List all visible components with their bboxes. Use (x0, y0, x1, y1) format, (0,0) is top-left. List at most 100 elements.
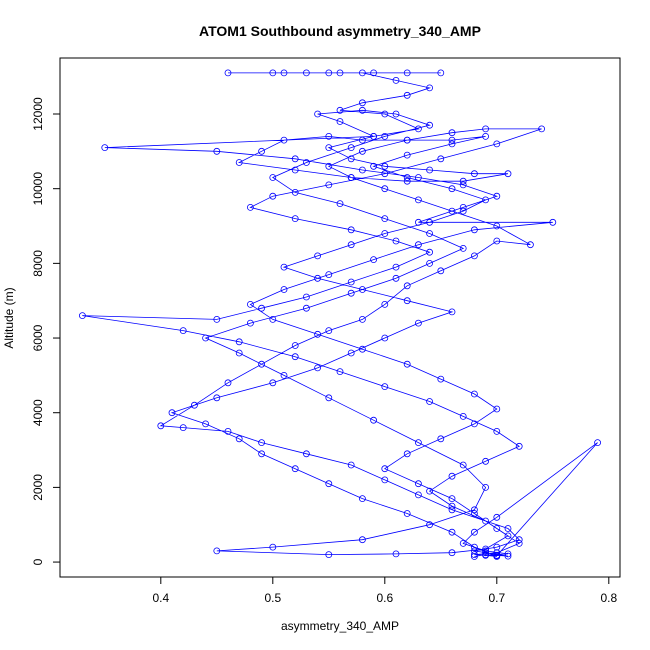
data-point (302, 69, 310, 77)
data-point (381, 383, 389, 391)
data-point (358, 147, 366, 155)
data-point (314, 110, 322, 118)
data-point (381, 300, 389, 308)
data-point (504, 532, 512, 540)
data-point (414, 241, 422, 249)
data-point (426, 166, 434, 174)
data-point (381, 170, 389, 178)
data-point (302, 159, 310, 166)
chart-title: ATOM1 Southbound asymmetry_340_AMP (199, 23, 481, 39)
y-tick-label: 2000 (31, 474, 45, 501)
data-point (426, 487, 434, 495)
data-point (414, 174, 422, 181)
data-point (358, 136, 366, 144)
data-point (381, 215, 389, 223)
data-point (336, 69, 344, 77)
y-tick-label: 12000 (31, 97, 45, 131)
data-point (426, 230, 434, 237)
data-point (414, 480, 422, 488)
data-point (493, 525, 501, 532)
data-point (314, 364, 322, 372)
data-point (437, 155, 445, 163)
data-point (392, 237, 400, 245)
y-tick-label: 10000 (31, 172, 45, 206)
x-tick-label: 0.7 (488, 591, 505, 605)
x-tick-label: 0.6 (376, 591, 393, 605)
data-point (448, 308, 456, 316)
data-point (325, 551, 333, 558)
y-tick-label: 4000 (31, 399, 45, 426)
data-point (280, 286, 288, 293)
data-point (358, 286, 366, 293)
data-point (269, 192, 277, 200)
data-point (381, 132, 389, 140)
data-point (381, 334, 389, 342)
data-point (392, 110, 400, 118)
data-point (224, 69, 232, 77)
data-point (280, 371, 288, 379)
data-point (470, 390, 478, 398)
data-point (515, 540, 523, 547)
y-tick-label: 6000 (31, 324, 45, 351)
data-point (358, 106, 366, 114)
data-point (392, 77, 400, 84)
data-point (504, 552, 512, 560)
data-point (414, 491, 422, 499)
data-point (213, 147, 221, 155)
data-point (504, 525, 512, 532)
data-point (336, 368, 344, 376)
data-point (179, 327, 187, 335)
data-point (527, 241, 534, 249)
data-point (414, 439, 422, 447)
data-point (370, 69, 378, 77)
data-point (493, 549, 501, 557)
data-point (470, 170, 478, 178)
data-point (448, 495, 456, 503)
data-point (325, 181, 333, 189)
data-point (358, 495, 366, 503)
data-point (493, 140, 501, 148)
data-point (258, 439, 266, 447)
data-point (246, 319, 254, 327)
data-point (269, 174, 277, 181)
data-point (325, 69, 333, 77)
data-point (258, 147, 266, 155)
data-point (325, 480, 333, 488)
data-point (493, 553, 501, 560)
data-point (291, 342, 299, 349)
data-point (325, 132, 333, 140)
data-point (347, 144, 355, 152)
data-point (314, 274, 322, 282)
data-point (392, 274, 400, 282)
data-point (358, 69, 366, 77)
data-point (470, 506, 478, 514)
data-point (79, 312, 86, 320)
data-point (448, 549, 456, 557)
data-point (470, 547, 478, 555)
data-point (459, 207, 467, 215)
data-point (291, 215, 299, 223)
data-point (269, 69, 277, 77)
data-point (302, 293, 310, 301)
data-point (414, 218, 422, 226)
data-point (258, 304, 266, 312)
data-point (381, 476, 389, 484)
data-point (403, 450, 411, 458)
data-point (594, 439, 601, 447)
data-point (381, 110, 389, 118)
data-point (482, 517, 490, 525)
data-point (426, 218, 434, 226)
data-point (358, 166, 366, 174)
data-point (336, 118, 344, 125)
data-point (179, 424, 187, 432)
data-point (459, 203, 467, 211)
data-point (403, 510, 411, 517)
data-point (470, 226, 478, 234)
data-point (347, 241, 355, 249)
data-point (325, 144, 333, 152)
data-point (235, 435, 243, 443)
data-point (538, 125, 545, 133)
data-point (213, 394, 221, 402)
y-axis-label: Altitude (m) (2, 287, 16, 348)
data-point (448, 185, 456, 193)
